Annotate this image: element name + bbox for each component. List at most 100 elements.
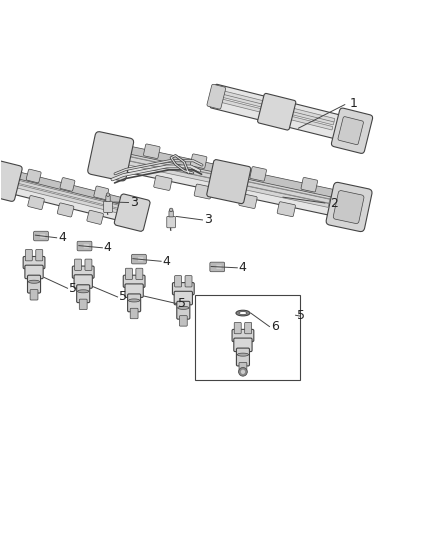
FancyBboxPatch shape <box>333 191 364 224</box>
FancyBboxPatch shape <box>177 301 190 319</box>
FancyBboxPatch shape <box>332 108 373 154</box>
FancyBboxPatch shape <box>185 276 192 287</box>
FancyBboxPatch shape <box>127 161 329 207</box>
Text: 4: 4 <box>104 241 112 254</box>
FancyBboxPatch shape <box>125 268 132 279</box>
FancyBboxPatch shape <box>84 244 89 248</box>
FancyBboxPatch shape <box>210 262 225 272</box>
FancyBboxPatch shape <box>234 322 241 334</box>
FancyBboxPatch shape <box>28 196 44 209</box>
FancyBboxPatch shape <box>207 84 226 109</box>
FancyBboxPatch shape <box>94 186 109 200</box>
Text: 5: 5 <box>297 309 305 322</box>
Circle shape <box>106 193 110 197</box>
Text: 5: 5 <box>178 297 186 310</box>
FancyBboxPatch shape <box>245 322 252 334</box>
FancyBboxPatch shape <box>28 275 41 293</box>
FancyBboxPatch shape <box>239 193 257 208</box>
Ellipse shape <box>28 280 40 283</box>
Ellipse shape <box>128 299 140 302</box>
FancyBboxPatch shape <box>9 172 129 221</box>
FancyBboxPatch shape <box>85 259 92 270</box>
FancyBboxPatch shape <box>239 362 247 373</box>
FancyBboxPatch shape <box>74 275 92 288</box>
Text: 4: 4 <box>58 231 66 244</box>
Text: 4: 4 <box>162 255 170 268</box>
FancyBboxPatch shape <box>26 169 41 183</box>
Ellipse shape <box>237 353 249 356</box>
FancyBboxPatch shape <box>34 231 48 241</box>
FancyBboxPatch shape <box>106 196 110 201</box>
FancyBboxPatch shape <box>191 154 207 168</box>
FancyBboxPatch shape <box>104 201 113 213</box>
Text: 3: 3 <box>204 213 212 227</box>
FancyBboxPatch shape <box>207 159 251 204</box>
Ellipse shape <box>239 312 247 314</box>
FancyBboxPatch shape <box>30 289 38 300</box>
FancyBboxPatch shape <box>72 266 94 278</box>
FancyBboxPatch shape <box>326 182 372 231</box>
FancyBboxPatch shape <box>57 203 74 217</box>
FancyBboxPatch shape <box>77 241 92 251</box>
FancyBboxPatch shape <box>301 177 318 192</box>
FancyBboxPatch shape <box>74 259 81 270</box>
FancyBboxPatch shape <box>234 338 252 352</box>
FancyBboxPatch shape <box>217 98 333 130</box>
FancyBboxPatch shape <box>250 167 266 181</box>
FancyBboxPatch shape <box>25 265 43 279</box>
FancyBboxPatch shape <box>258 93 296 130</box>
Circle shape <box>241 370 245 374</box>
Text: 3: 3 <box>130 196 138 209</box>
FancyBboxPatch shape <box>127 294 141 312</box>
Text: 2: 2 <box>330 197 338 210</box>
FancyBboxPatch shape <box>130 308 138 319</box>
Ellipse shape <box>236 310 250 316</box>
FancyBboxPatch shape <box>277 202 296 216</box>
FancyBboxPatch shape <box>40 234 46 238</box>
FancyBboxPatch shape <box>126 146 338 198</box>
FancyBboxPatch shape <box>36 249 43 261</box>
Text: 4: 4 <box>239 261 247 274</box>
FancyBboxPatch shape <box>23 256 45 269</box>
FancyBboxPatch shape <box>174 292 192 305</box>
FancyBboxPatch shape <box>232 329 254 342</box>
FancyBboxPatch shape <box>77 285 90 303</box>
FancyBboxPatch shape <box>131 254 146 264</box>
Ellipse shape <box>78 290 89 293</box>
Circle shape <box>170 208 173 212</box>
FancyBboxPatch shape <box>169 211 173 217</box>
Circle shape <box>239 367 247 376</box>
FancyBboxPatch shape <box>154 175 172 190</box>
FancyBboxPatch shape <box>219 90 335 122</box>
FancyBboxPatch shape <box>125 284 143 297</box>
FancyBboxPatch shape <box>120 147 340 216</box>
FancyBboxPatch shape <box>138 257 143 261</box>
Text: 5: 5 <box>69 282 77 295</box>
FancyBboxPatch shape <box>210 84 346 140</box>
FancyBboxPatch shape <box>173 282 194 295</box>
FancyBboxPatch shape <box>167 216 176 228</box>
FancyBboxPatch shape <box>79 299 87 310</box>
FancyBboxPatch shape <box>88 132 134 181</box>
FancyBboxPatch shape <box>15 172 127 205</box>
FancyBboxPatch shape <box>123 275 145 287</box>
FancyBboxPatch shape <box>136 268 143 279</box>
FancyBboxPatch shape <box>0 159 22 201</box>
Text: 1: 1 <box>350 97 357 110</box>
FancyBboxPatch shape <box>338 117 364 144</box>
FancyBboxPatch shape <box>114 194 150 231</box>
Text: 5: 5 <box>119 290 127 303</box>
FancyBboxPatch shape <box>17 180 120 208</box>
FancyBboxPatch shape <box>237 348 250 366</box>
FancyBboxPatch shape <box>16 184 119 213</box>
FancyBboxPatch shape <box>216 265 222 269</box>
Bar <box>195 295 300 379</box>
FancyBboxPatch shape <box>144 144 160 158</box>
Ellipse shape <box>178 306 189 309</box>
FancyBboxPatch shape <box>60 177 75 191</box>
Text: 6: 6 <box>271 320 279 333</box>
FancyBboxPatch shape <box>18 177 120 205</box>
FancyBboxPatch shape <box>219 93 334 125</box>
FancyBboxPatch shape <box>87 211 103 224</box>
FancyBboxPatch shape <box>194 184 212 199</box>
